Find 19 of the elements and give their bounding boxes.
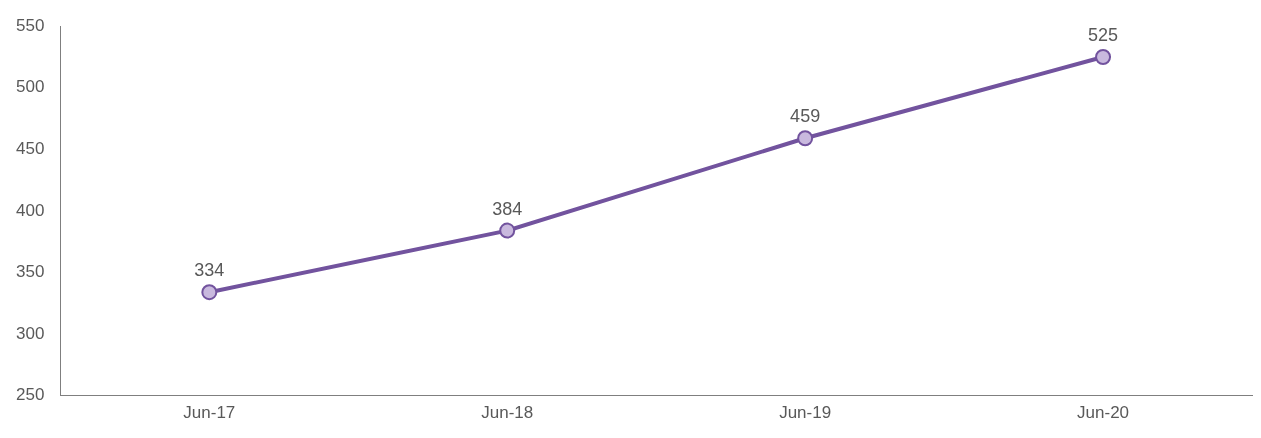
y-tick-label: 500 bbox=[15, 77, 45, 97]
data-label: 525 bbox=[1088, 24, 1119, 45]
y-tick-label: 350 bbox=[15, 262, 45, 282]
y-tick-label: 450 bbox=[15, 139, 45, 159]
point bbox=[201, 284, 218, 301]
y-tick-label: 250 bbox=[15, 385, 45, 405]
y-tick-label: 400 bbox=[15, 200, 45, 220]
y-tick-label: 300 bbox=[15, 323, 45, 343]
data-label: 459 bbox=[790, 106, 821, 127]
point bbox=[797, 130, 814, 147]
x-tick-label: Jun-18 bbox=[481, 403, 534, 423]
point bbox=[499, 222, 516, 239]
point bbox=[1095, 48, 1112, 65]
x-tick-label: Jun-17 bbox=[183, 403, 236, 423]
y-tick-label: 550 bbox=[15, 15, 45, 35]
x-tick-label: Jun-20 bbox=[1077, 403, 1130, 423]
x-tick-label: Jun-19 bbox=[779, 403, 832, 423]
data-label: 334 bbox=[194, 260, 225, 281]
data-label: 384 bbox=[492, 198, 523, 219]
